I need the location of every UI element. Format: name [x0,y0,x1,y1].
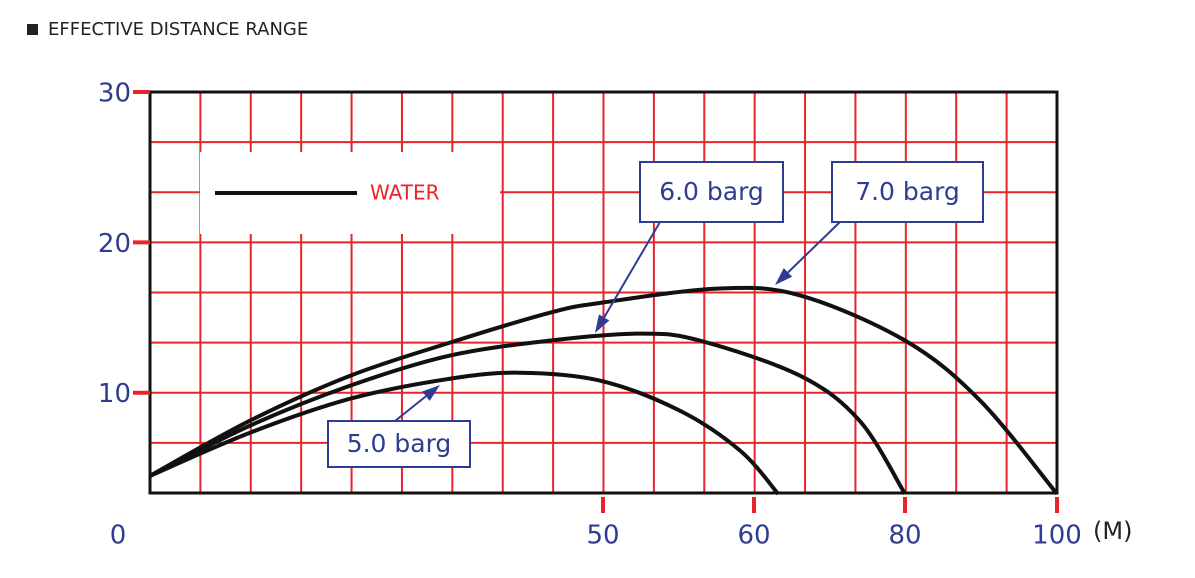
plot-frame [148,90,1059,495]
callout-box [831,161,984,223]
series-label: 5.0 barg [347,429,452,458]
callouts: 5.0 barg 6.0 barg 7.0 barg [327,161,984,468]
x-tick-label: 0 [110,521,127,551]
series-label: 6.0 barg [659,177,764,206]
series-line [149,370,780,496]
x-tick-label: 100 [1032,521,1082,551]
callout-box [327,420,471,468]
curves [149,285,1059,496]
series-label: 7.0 barg [855,177,960,206]
chart-title: EFFECTIVE DISTANCE RANGE [48,19,308,40]
callout-arrow [603,221,661,318]
callout-arrow [394,395,427,422]
x-unit: (M) [1093,517,1132,545]
callout-arrowhead [595,314,610,333]
callout-arrowhead [775,268,793,285]
series-line [149,331,907,495]
callout-arrow [787,221,841,274]
x-tick-label: 50 [586,521,619,551]
legend-label: WATER [370,181,440,205]
y-tick-label: 30 [98,79,131,109]
x-tick-label: 60 [737,521,770,551]
series-line [149,285,1059,496]
callout-arrowhead [422,385,440,401]
callout-box [639,161,784,223]
y-tick-label: 10 [98,379,131,409]
title-bullet [27,24,38,35]
x-tick-label: 80 [888,521,921,551]
y-tick-label: 20 [98,229,131,259]
